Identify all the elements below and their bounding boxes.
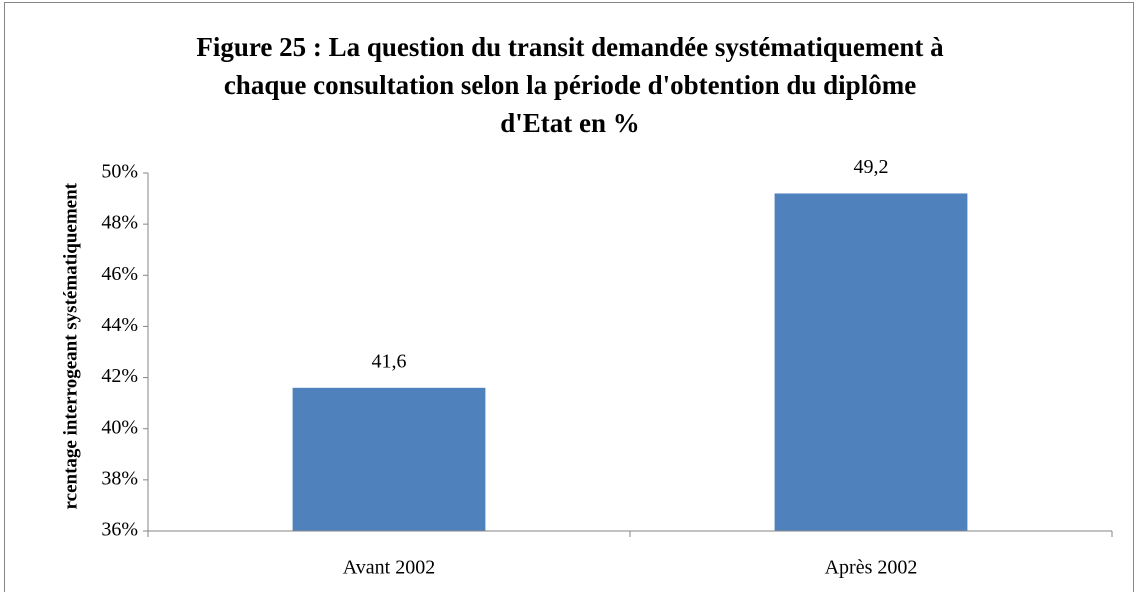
y-tick-label: 36% (101, 519, 138, 541)
y-tick-label: 44% (101, 314, 138, 336)
chart-title: chaque consultation selon la période d'o… (224, 70, 916, 100)
y-tick-label: 40% (101, 416, 138, 438)
y-axis-label: rcentage interrogeant systématiquement (60, 182, 81, 509)
x-tick-label: Avant 2002 (343, 557, 435, 579)
data-label: 49,2 (854, 156, 889, 178)
y-tick-label: 42% (101, 365, 138, 387)
y-tick-label: 38% (101, 467, 138, 489)
bar (774, 193, 968, 531)
chart-title: d'Etat en % (500, 108, 640, 138)
bar (292, 387, 486, 531)
y-tick-label: 46% (101, 263, 138, 285)
y-tick-label: 48% (101, 212, 138, 234)
y-tick-label: 50% (101, 161, 138, 183)
chart-title: Figure 25 : La question du transit deman… (196, 32, 944, 62)
x-tick-label: Après 2002 (825, 557, 918, 579)
data-label: 41,6 (372, 350, 407, 372)
